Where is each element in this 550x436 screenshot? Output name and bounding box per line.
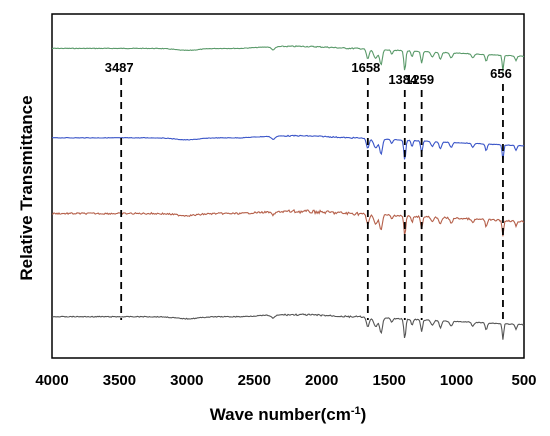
series-line-3 <box>52 208 525 237</box>
peak-label-1384: 1384 <box>388 72 418 87</box>
x-tick-label: 1500 <box>372 372 405 389</box>
x-tick-label: 500 <box>511 372 536 389</box>
peak-label-656: 656 <box>490 66 512 81</box>
x-tick-label: 1000 <box>440 372 473 389</box>
x-tick-label: 3500 <box>103 372 136 389</box>
x-tick-label: 4000 <box>35 372 68 389</box>
series-line-1 <box>52 45 525 72</box>
x-axis-ticks: 4000 3500 3000 2500 2000 1500 1000 500 <box>35 372 536 389</box>
series-group <box>51 45 525 340</box>
plot-frame <box>51 13 525 359</box>
x-tick-label: 2000 <box>305 372 338 389</box>
x-axis-title: Wave number(cm-1) <box>210 405 367 424</box>
series-line-2 <box>51 134 525 162</box>
series-line-4 <box>51 313 525 340</box>
peak-label-1658: 1658 <box>351 60 380 75</box>
y-axis-title: Relative Transmittance <box>17 95 36 280</box>
peak-label-1259: 1259 <box>405 72 434 87</box>
x-tick-label: 3000 <box>170 372 203 389</box>
peak-label-3487: 3487 <box>105 60 134 75</box>
x-tick-label: 2500 <box>238 372 271 389</box>
